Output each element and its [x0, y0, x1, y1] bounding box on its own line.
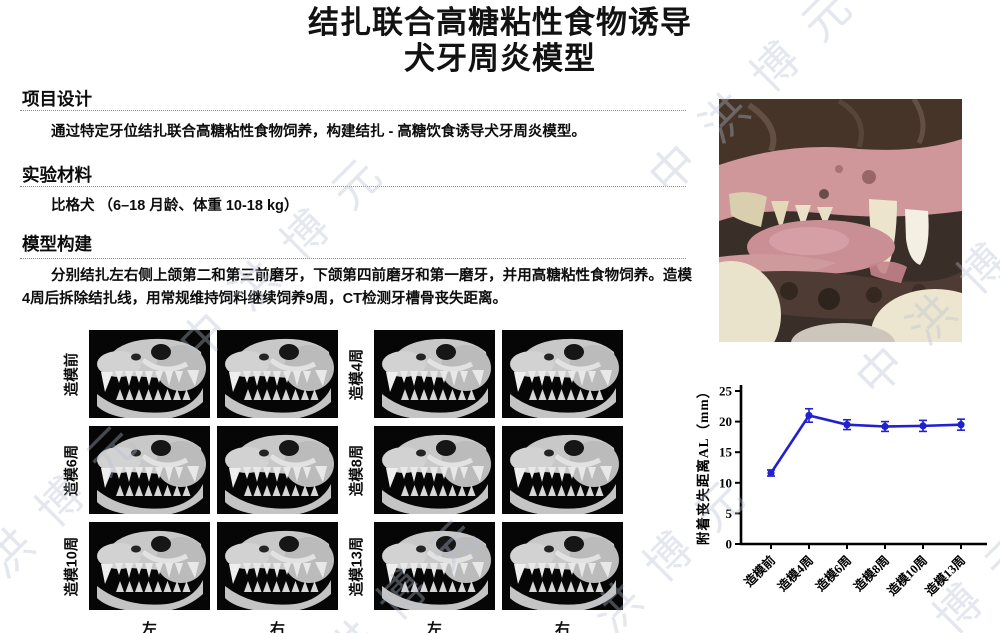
ct-image	[502, 522, 623, 610]
ct-skull-image	[89, 522, 210, 610]
section-heading-model-construction: 模型构建	[22, 234, 92, 254]
chart-y-tick-label: 10	[719, 475, 732, 490]
ct-row-label: 造模10周	[60, 522, 82, 610]
ct-skull-image	[502, 426, 623, 514]
ct-image	[89, 522, 210, 610]
chart-data-point	[957, 421, 965, 429]
ct-side-label: 右	[554, 621, 570, 633]
chart-data-point	[767, 469, 775, 477]
ct-image	[374, 426, 495, 514]
section-divider	[20, 258, 686, 259]
page-title: 结扎联合高糖粘性食物诱导 犬牙周炎模型	[0, 5, 1000, 77]
ct-image	[217, 330, 338, 418]
ct-skull-image	[217, 522, 338, 610]
section-divider	[20, 186, 686, 187]
ct-skull-image	[89, 330, 210, 418]
ct-skull-image	[374, 330, 495, 418]
ct-side-label: 左	[426, 621, 442, 633]
page-title-line1: 结扎联合高糖粘性食物诱导	[308, 5, 692, 40]
section-body-materials: 比格犬 （6–18 月龄、体重 10-18 kg）	[51, 198, 299, 214]
dog-mouth-illustration	[719, 99, 962, 342]
ct-image	[374, 522, 495, 610]
ct-image	[217, 426, 338, 514]
chart-data-point	[919, 422, 927, 430]
chart-x-tick-label: 造模前	[741, 552, 778, 589]
ct-row-label-text: 造模10周	[64, 536, 81, 596]
chart-data-point	[881, 422, 889, 431]
ct-image	[502, 330, 623, 418]
chart-y-tick-label: 0	[726, 537, 733, 552]
ct-row-label-text: 造模6周	[64, 444, 81, 496]
chart-y-tick-label: 5	[726, 506, 733, 521]
photo-dog-mouth	[719, 99, 962, 342]
chart-x-tick-label: 造模6周	[813, 553, 855, 595]
section-heading-materials: 实验材料	[22, 165, 92, 185]
ct-row-label: 造模6周	[60, 426, 82, 514]
ct-side-label: 左	[141, 621, 157, 633]
ct-skull-image	[502, 330, 623, 418]
ct-row-label: 造模13周	[345, 522, 367, 610]
ct-image	[217, 522, 338, 610]
ct-row-label: 造模4周	[345, 330, 367, 418]
section-body-project-design: 通过特定牙位结扎联合高糖粘性食物饲养，构建结扎 - 高糖饮食诱导犬牙周炎模型。	[51, 124, 586, 140]
chart-y-axis-label: 附着丧失距离AL（mm）	[695, 384, 711, 545]
ct-image	[374, 330, 495, 418]
section-heading-project-design: 项目设计	[22, 89, 92, 109]
ct-image	[89, 330, 210, 418]
ct-image-grid: 造模前 造模4周	[60, 330, 623, 633]
ct-skull-image	[374, 426, 495, 514]
section-divider	[20, 110, 686, 111]
page-title-line2: 犬牙周炎模型	[404, 40, 596, 76]
chart-x-tick-label: 造模10周	[884, 553, 930, 599]
ct-row-label: 造模前	[60, 330, 82, 418]
ct-row-label-text: 造模13周	[349, 536, 366, 596]
chart-x-tick-label: 造模13周	[922, 553, 968, 599]
al-line-chart: 0510152025造模前造模4周造模6周造模8周造模10周造模13周附着丧失距…	[695, 384, 987, 599]
chart-data-point	[805, 411, 813, 420]
ct-side-label: 右	[269, 621, 285, 633]
chart-line	[769, 414, 962, 474]
ct-row-label-text: 造模前	[64, 352, 81, 396]
ct-skull-image	[502, 522, 623, 610]
ct-skull-image	[89, 426, 210, 514]
ct-row-label-text: 造模4周	[349, 348, 366, 400]
ct-row-label-text: 造模8周	[349, 444, 366, 496]
chart-data-point	[843, 421, 851, 429]
ct-skull-image	[217, 330, 338, 418]
section-body-model-construction: 分别结扎左右侧上颌第二和第三前磨牙，下颌第四前磨牙和第一磨牙，并用高糖粘性食物饲…	[22, 268, 692, 308]
ct-skull-image	[217, 426, 338, 514]
ct-skull-image	[374, 522, 495, 610]
chart-y-tick-label: 20	[719, 414, 732, 429]
chart-x-tick-label: 造模4周	[775, 553, 817, 595]
ct-image	[89, 426, 210, 514]
ct-row-label: 造模8周	[345, 426, 367, 514]
chart-y-tick-label: 15	[719, 445, 733, 460]
ct-image	[502, 426, 623, 514]
al-chart-panel: 0 5 10 15 20 25 造模前 造模4周 造模6周 造模8周 造模10周 造模13周 附着丧失距…	[693, 376, 1000, 632]
chart-y-tick-label: 25	[719, 384, 733, 399]
